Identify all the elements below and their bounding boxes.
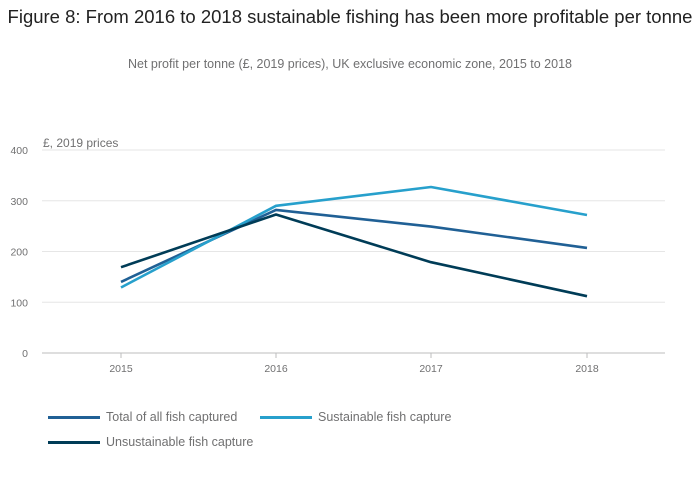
legend-label: Total of all fish captured (106, 410, 238, 424)
x-tick-label: 2017 (419, 363, 443, 375)
legend-item: Unsustainable fish capture (48, 433, 253, 451)
chart-title: Figure 8: From 2016 to 2018 sustainable … (7, 6, 693, 27)
series-line (120, 185, 588, 289)
y-tick-label: 100 (10, 297, 28, 309)
series-line (120, 213, 588, 298)
legend-label: Sustainable fish capture (318, 410, 452, 424)
legend-item: Total of all fish captured (48, 408, 237, 426)
legend-swatch (48, 415, 100, 419)
legend-label: Unsustainable fish capture (106, 435, 254, 449)
series-line (120, 208, 588, 284)
y-tick-label: 200 (10, 247, 28, 259)
legend-swatch (260, 415, 312, 419)
y-axis-label: £, 2019 prices (43, 136, 118, 150)
y-tick-label: 300 (10, 196, 28, 208)
x-tick-label: 2018 (575, 363, 599, 375)
chart-subtitle: Net profit per tonne (£, 2019 prices), U… (127, 57, 572, 71)
legend-item: Sustainable fish capture (260, 408, 451, 426)
x-tick-label: 2015 (109, 363, 133, 375)
y-tick-label: 400 (10, 145, 28, 157)
legend-swatch (48, 440, 100, 444)
x-tick-label: 2016 (264, 363, 288, 375)
y-tick-label: 0 (22, 348, 28, 360)
